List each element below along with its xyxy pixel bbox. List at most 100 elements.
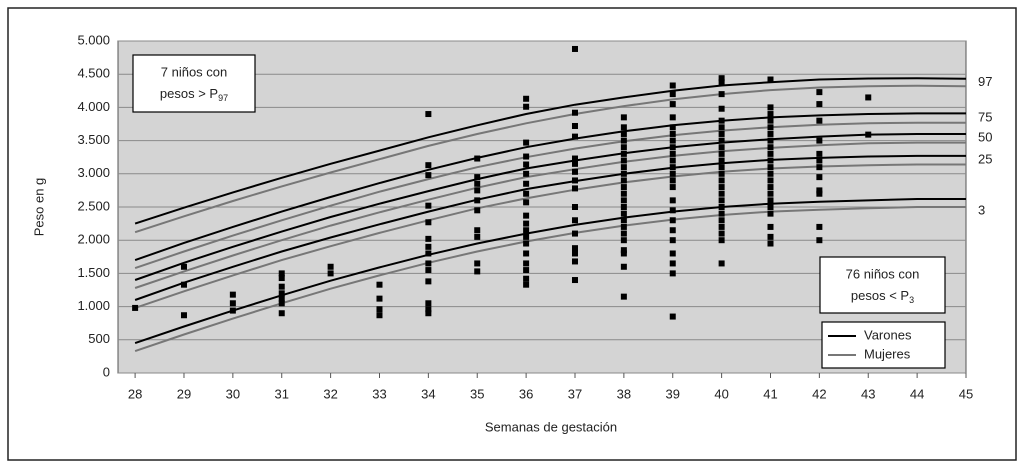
annotation-text: pesos > P <box>160 86 218 101</box>
data-point <box>376 306 383 313</box>
y-tick-label: 2.000 <box>77 232 110 247</box>
y-axis-label: Peso en g <box>31 178 46 237</box>
data-point <box>278 275 285 282</box>
data-point <box>620 223 627 230</box>
data-point <box>718 164 725 171</box>
data-point <box>571 217 578 224</box>
data-point <box>718 170 725 177</box>
data-point <box>278 283 285 290</box>
data-point <box>571 185 578 192</box>
data-point <box>718 237 725 244</box>
x-tick-label: 34 <box>421 386 435 401</box>
data-point <box>718 79 725 86</box>
data-point <box>816 101 823 108</box>
data-point <box>718 91 725 98</box>
data-point <box>425 243 432 250</box>
legend <box>821 321 946 369</box>
y-tick-label: 3.000 <box>77 165 110 180</box>
percentile-curve <box>134 163 966 309</box>
data-point <box>718 260 725 267</box>
data-point <box>718 130 725 137</box>
data-point <box>767 130 774 137</box>
data-point <box>669 124 676 131</box>
x-tick-label: 42 <box>812 386 826 401</box>
data-point <box>620 184 627 191</box>
data-point <box>718 230 725 237</box>
data-point <box>767 233 774 240</box>
data-point <box>669 130 676 137</box>
data-point <box>816 137 823 144</box>
y-tick-label: 0 <box>103 364 110 379</box>
y-tick-label: 4.000 <box>77 99 110 114</box>
data-point <box>767 190 774 197</box>
data-point <box>767 111 774 118</box>
data-point <box>669 137 676 144</box>
data-point <box>474 187 481 194</box>
data-point <box>523 180 530 187</box>
x-tick-label: 38 <box>617 386 631 401</box>
percentile-curve <box>134 112 966 262</box>
data-point <box>718 105 725 112</box>
percentile-curve <box>134 133 966 281</box>
legend-label: Varones <box>864 327 912 342</box>
data-point <box>180 312 187 319</box>
data-point <box>620 150 627 157</box>
data-point <box>425 267 432 274</box>
annotation-text: 7 niños con <box>161 64 228 79</box>
data-point <box>669 150 676 157</box>
data-point <box>474 197 481 204</box>
data-point <box>767 104 774 111</box>
data-point <box>620 210 627 217</box>
data-point <box>425 300 432 307</box>
data-point <box>620 177 627 184</box>
data-point <box>816 117 823 124</box>
data-point <box>523 212 530 219</box>
data-point <box>278 300 285 307</box>
legend-label: Mujeres <box>864 346 911 361</box>
data-point <box>669 184 676 191</box>
data-point <box>523 233 530 240</box>
data-point <box>571 133 578 140</box>
data-point <box>180 281 187 288</box>
percentile-curve <box>134 77 967 225</box>
y-tick-label: 2.500 <box>77 198 110 213</box>
data-point <box>669 227 676 234</box>
data-point <box>474 174 481 181</box>
data-point <box>718 137 725 144</box>
data-point <box>767 204 774 210</box>
data-point <box>718 223 725 230</box>
data-point <box>620 250 627 257</box>
x-tick-label: 29 <box>177 386 191 401</box>
data-point <box>767 150 774 157</box>
data-point <box>669 164 676 171</box>
data-point <box>669 260 676 267</box>
data-point <box>816 164 823 171</box>
data-point <box>718 204 725 210</box>
x-tick-label: 37 <box>568 386 582 401</box>
data-point <box>816 237 823 244</box>
x-tick-label: 40 <box>714 386 728 401</box>
x-tick-label: 32 <box>323 386 337 401</box>
y-tick-label: 5.000 <box>77 32 110 47</box>
x-tick-label: 31 <box>275 386 289 401</box>
data-point <box>620 217 627 224</box>
data-point <box>376 295 383 302</box>
data-point <box>425 250 432 257</box>
percentile-curve <box>134 198 966 345</box>
data-point <box>669 207 676 214</box>
annotation-subscript: 3 <box>909 295 914 305</box>
x-tick-label: 41 <box>763 386 777 401</box>
data-point <box>669 177 676 184</box>
data-point <box>523 281 530 288</box>
data-point <box>816 190 823 197</box>
data-point <box>571 177 578 184</box>
data-point <box>523 190 530 197</box>
data-point <box>620 204 627 210</box>
data-point <box>571 204 578 210</box>
data-point <box>425 235 432 242</box>
data-point <box>816 223 823 230</box>
percentile-label: 3 <box>978 202 985 217</box>
data-point <box>620 124 627 131</box>
data-point <box>523 260 530 267</box>
